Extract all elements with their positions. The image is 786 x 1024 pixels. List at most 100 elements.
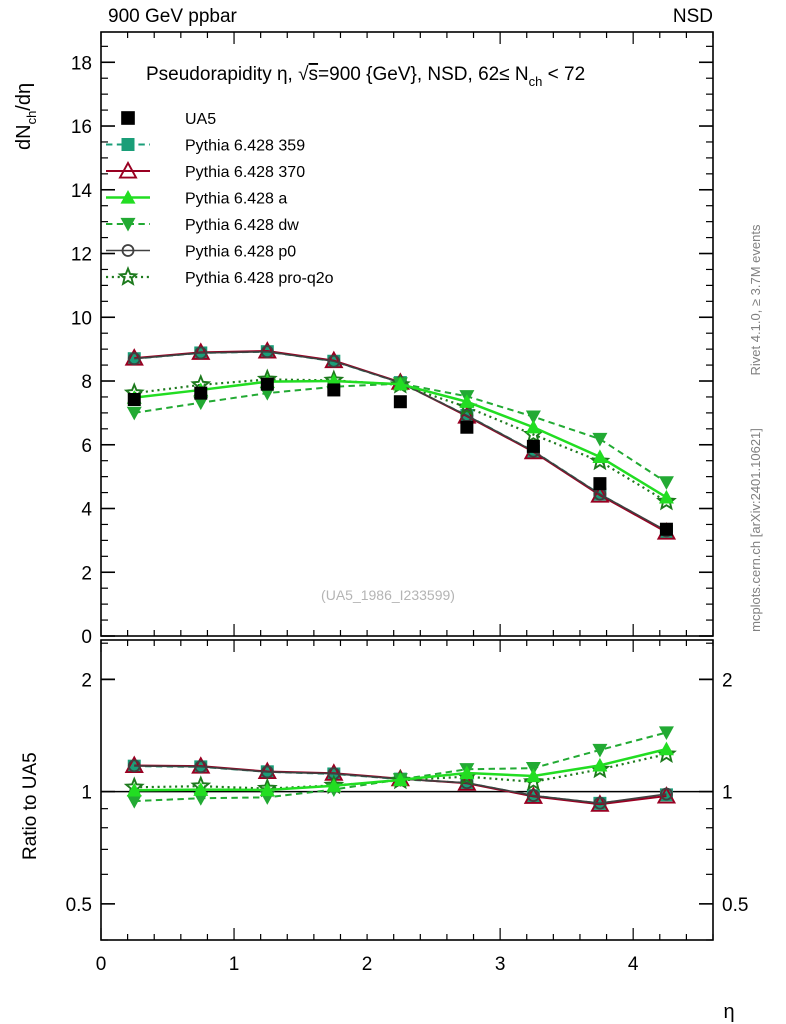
legend-item-data[interactable]: UA5 [121,111,216,128]
dataset-watermark: (UA5_1986_I233599) [321,587,455,603]
marker-circle [260,345,274,359]
legend-item-s359[interactable]: Pythia 6.428 359 [106,138,305,155]
header-left: 900 GeV ppbar [108,6,238,27]
ratio-series-sa [126,741,674,797]
series-line [134,378,667,503]
legend-item-sdw[interactable]: Pythia 6.428 dw [106,217,299,234]
main-series-sa [126,373,674,504]
marker-triangle-down [592,743,608,758]
legend-label: Pythia 6.428 pro-q2o [185,270,334,287]
marker-triangle-down [193,396,209,411]
marker-triangle-down [658,726,674,741]
legend-item-s370[interactable]: Pythia 6.428 370 [106,161,305,181]
marker-circle [127,759,141,773]
legend: UA5 Pythia 6.428 359 Pythia 6.428 370 Pythi… [106,111,334,287]
marker-circle [127,352,141,366]
ratio-y-tick-label-right: 1 [722,783,733,804]
marker-square [121,138,135,151]
marker-triangle-up [658,489,674,504]
marker-circle [121,244,135,257]
x-axis-label: η [723,1001,734,1023]
y-axis-label-text: dNch/dη [13,83,39,150]
y-tick-label: 6 [81,436,92,457]
legend-label: Pythia 6.428 dw [185,217,299,234]
marker-star [589,450,611,471]
ratio-y-ticks: 0.5 0.5 1 1 2 2 [66,642,748,941]
marker-triangle-down [592,432,608,447]
marker-star [117,266,139,286]
ratio-y-tick-label: 1 [81,783,92,804]
legend-label: Pythia 6.428 370 [185,164,305,181]
plot-title: Pseudorapidity η, √s=900 {GeV}, NSD, 62≤… [146,64,585,89]
marker-triangle-up [525,419,541,434]
ratio-y-tick-label-right: 2 [722,670,733,691]
marker-triangle-up [590,485,610,503]
header-right: NSD [673,6,713,27]
marker-circle [194,346,208,360]
marker-triangle-up [120,190,136,204]
ratio-x-ticks: 0 1 2 3 4 [96,640,714,975]
y-tick-label: 16 [71,117,92,138]
main-series-data [127,377,673,536]
y-tick-label: 4 [81,500,92,521]
main-series-sdw [126,377,674,490]
marker-square [260,377,274,391]
marker-triangle-down [525,410,541,425]
series-line [134,382,667,484]
legend-item-sa[interactable]: Pythia 6.428 a [106,190,287,208]
sidenote-rivet-text: Rivet 4.1.0, ≥ 3.7M events [748,224,763,375]
ratio-y-tick-label: 0.5 [66,895,92,916]
y-tick-label: 2 [81,563,92,584]
x-tick-label: 3 [495,954,506,975]
series-line [134,753,667,790]
legend-label: UA5 [185,111,216,128]
sidenote-mcplots-text: mcplots.cern.ch [arXiv:2401.10621] [748,428,763,632]
sidenote-rivet: Rivet 4.1.0, ≥ 3.7M events [748,224,763,375]
marker-square [393,395,407,409]
ratio-panel-frame [100,639,714,941]
ratio-y-axis-label: Ratio to UA5 [20,752,41,860]
marker-triangle-up [118,161,138,179]
marker-square [127,392,141,406]
x-tick-label: 1 [229,954,240,975]
ratio-y-tick-label: 2 [81,670,92,691]
marker-triangle-up [392,772,408,787]
marker-triangle-up [459,765,475,780]
marker-square [194,386,208,400]
marker-triangle-down [120,217,136,232]
marker-triangle-down [126,406,142,421]
y-tick-label: 18 [71,53,92,74]
marker-triangle-up [392,376,408,391]
marker-circle [660,787,673,801]
ratio-y-tick-label-right: 0.5 [722,895,748,916]
marker-triangle-up [459,394,475,408]
marker-triangle-up [259,782,275,797]
y-tick-label: 0 [81,627,92,648]
marker-circle [194,760,208,774]
marker-circle [327,354,341,368]
marker-triangle-up [193,782,209,796]
marker-circle [260,765,274,779]
marker-square [121,111,135,125]
legend-label: Pythia 6.428 a [185,191,287,208]
legend-item-sp0[interactable]: Pythia 6.428 p0 [106,244,296,261]
main-x-ticks [100,32,714,636]
main-series-s370 [124,341,677,540]
y-axis-label: dNch/dη [13,83,39,150]
ratio-y-axis-label-text: Ratio to UA5 [20,752,41,860]
marker-circle [593,796,607,810]
x-tick-label: 4 [628,954,639,975]
legend-label: Pythia 6.428 p0 [185,244,296,261]
x-tick-label: 0 [96,954,107,975]
y-tick-label: 8 [81,372,92,393]
marker-triangle-up [658,741,674,756]
x-tick-label: 2 [362,954,373,975]
y-tick-label: 12 [71,245,92,266]
marker-square [593,477,607,491]
marker-star [656,490,677,511]
legend-item-spro[interactable]: Pythia 6.428 pro-q2o [106,266,334,287]
main-panel-frame [100,31,714,637]
legend-label: Pythia 6.428 359 [185,138,305,155]
